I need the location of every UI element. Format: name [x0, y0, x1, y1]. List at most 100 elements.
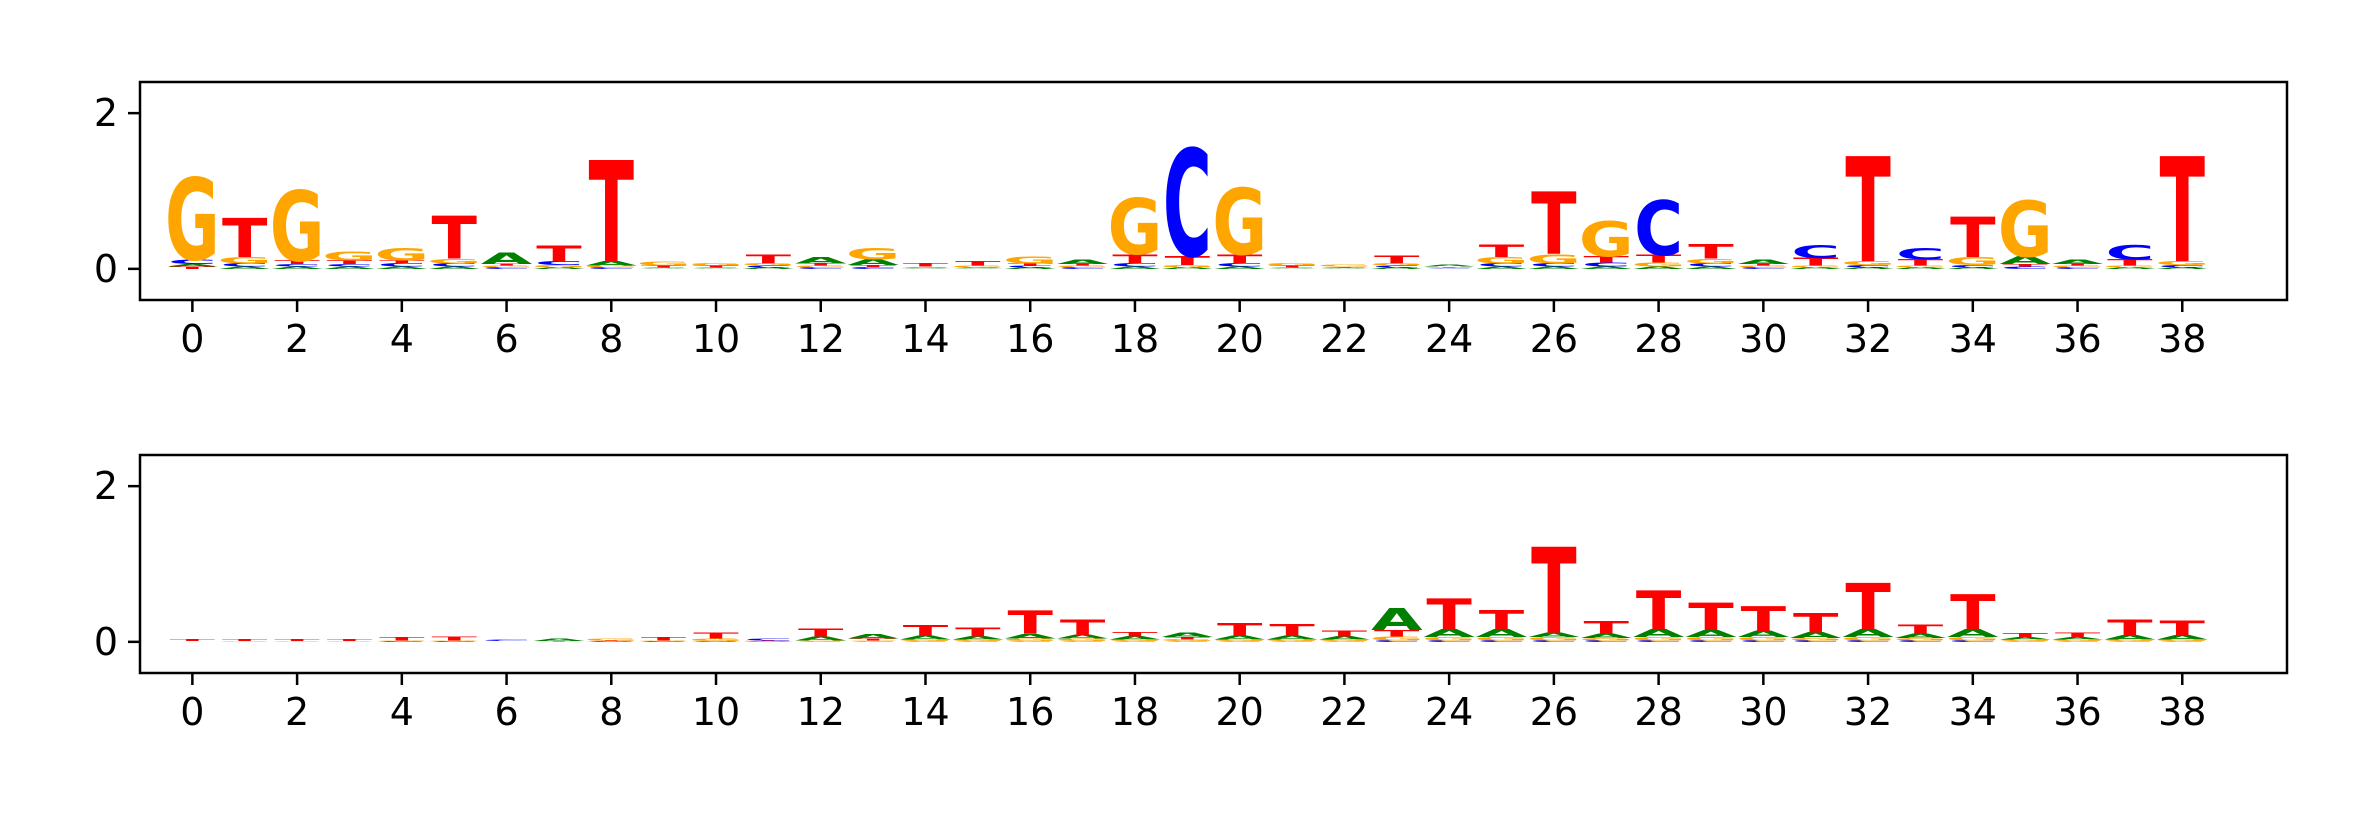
logo-letter-a: A	[1528, 631, 1580, 638]
logo-letter-t: T	[327, 259, 372, 265]
logo-letter-g: G	[1631, 636, 1686, 641]
logo-letter-a: A	[428, 266, 480, 270]
logo-letter-g: G	[217, 256, 272, 266]
logo-letter-c: C	[1320, 267, 1369, 268]
logo-letter-t: T	[1426, 266, 1471, 267]
logo-letter-t: T	[1898, 258, 1944, 268]
logo-letter-a: A	[1633, 266, 1685, 270]
logo-letter-g: G	[1684, 636, 1739, 641]
logo-letter-g: G	[1160, 639, 1215, 641]
logo-letter-c: C	[1896, 245, 1945, 263]
logo-letter-a: A	[1057, 634, 1109, 640]
logo-letter-a: A	[271, 266, 323, 270]
logo-letter-t: T	[1007, 605, 1053, 642]
logo-letter-c: C	[1687, 263, 1736, 268]
logo-letter-g: G	[950, 639, 1005, 641]
logo-letter-t: T	[222, 209, 267, 271]
logo-letter-g: G	[689, 638, 744, 642]
logo-letter-t: T	[1845, 571, 1891, 645]
logo-letter-g: G	[1527, 252, 1582, 267]
logo-letter-g: G	[1212, 639, 1267, 641]
logo-letter-t: T	[693, 265, 738, 267]
logo-letter-c: C	[1058, 641, 1107, 642]
logo-letter-a: A	[1266, 268, 1318, 269]
logo-letter-g: G	[1841, 636, 1896, 641]
logo-letter-c: C	[534, 260, 583, 266]
logo-letter-a: A	[638, 268, 690, 269]
logo-letter-t: T	[903, 623, 949, 639]
x-tick-label: 22	[1320, 690, 1368, 734]
logo-letter-g: G	[636, 640, 691, 641]
logo-letter-g: G	[532, 264, 587, 268]
logo-letter-g: G	[1055, 638, 1110, 642]
logo-letter-t: T	[170, 266, 215, 270]
logo-letter-a: A	[428, 641, 480, 642]
logo-letter-t: T	[1165, 637, 1210, 641]
logo-letter-a: A	[1476, 266, 1528, 270]
logo-letter-t: T	[274, 259, 319, 265]
logo-letter-c: C	[1844, 264, 1893, 268]
logo-letter-t: T	[955, 625, 1001, 640]
logo-letter-c: C	[744, 639, 793, 641]
logo-letter-c: C	[1215, 641, 1264, 642]
logo-letter-g: G	[1369, 635, 1424, 641]
x-tick-label: 30	[1739, 317, 1787, 361]
logo-letter-t: T	[1112, 631, 1158, 638]
x-tick-label: 28	[1634, 690, 1682, 734]
x-tick-label: 10	[692, 317, 740, 361]
logo-letter-a: A	[1580, 266, 1632, 270]
logo-letter-g: G	[2050, 265, 2105, 267]
x-tick-label: 20	[1216, 317, 1264, 361]
logo-letter-a: A	[2104, 634, 2156, 641]
logo-letter-g: G	[1945, 636, 2000, 641]
logo-letter-t: T	[1793, 608, 1839, 639]
logo-letter-t: T	[2107, 258, 2153, 268]
logo-letter-c: C	[849, 641, 898, 642]
logo-letter-a: A	[1895, 267, 1947, 269]
logo-letter-a: A	[1842, 267, 1894, 269]
logo-letter-a: A	[1999, 637, 2051, 641]
logo-letter-g: G	[270, 641, 325, 642]
logo-letter-a: A	[1371, 603, 1423, 638]
logo-letter-a: A	[690, 268, 742, 269]
logo-letter-g: G	[950, 265, 1005, 267]
x-tick-label: 12	[797, 317, 845, 361]
logo-letter-t: T	[274, 639, 319, 641]
axes-frame	[138, 80, 2289, 302]
logo-letter-g: G	[1527, 636, 1582, 641]
x-axis: 0 2 4 6 8 10 12 14 16 18 20 22 24 26 28 30 32 34 36 38	[180, 300, 2206, 361]
logo-letter-c: C	[1372, 640, 1421, 642]
logo-letter-a: A	[1319, 268, 1371, 269]
logo-letter-c: C	[1791, 241, 1840, 262]
logo-letter-g: G	[1369, 263, 1424, 267]
logo-letter-a: A	[1004, 267, 1056, 269]
logo-letter-t: T	[1584, 255, 1630, 265]
logo-letter-c: C	[1268, 641, 1317, 642]
logo-letter-a: A	[2156, 267, 2208, 269]
logo-letter-a: A	[1214, 635, 1266, 641]
logo-letter-a: A	[1633, 628, 1685, 640]
logo-letter-a: A	[1109, 266, 1161, 270]
logo-letter-a: A	[2052, 258, 2104, 265]
logo-letter-g: G	[1579, 637, 1634, 641]
logo-letter-a: A	[1162, 631, 1214, 638]
logo-letter-c: C	[1477, 640, 1526, 642]
logo-letter-t: T	[1374, 629, 1420, 639]
logo-letter-c: C	[587, 267, 636, 269]
logo-letter-t: T	[746, 641, 791, 642]
logo-letter-c: C	[1425, 640, 1474, 642]
logo-letter-t: T	[1636, 581, 1681, 643]
logo-letter-t: T	[1845, 129, 1890, 296]
logo-letter-a: A	[2052, 637, 2104, 641]
x-tick-label: 28	[1634, 317, 1682, 361]
logo-letter-g: G	[322, 249, 377, 264]
logo-letter-c: C	[1529, 263, 1578, 268]
logo-letter-c: C	[639, 267, 688, 268]
y-tick-label: 2	[94, 91, 118, 135]
logo-letter-t: T	[1269, 265, 1314, 267]
logo-letter-a: A	[1371, 267, 1423, 269]
logo-letter-c: C	[1948, 640, 1997, 642]
logo-letter-g: G	[1736, 636, 1791, 641]
